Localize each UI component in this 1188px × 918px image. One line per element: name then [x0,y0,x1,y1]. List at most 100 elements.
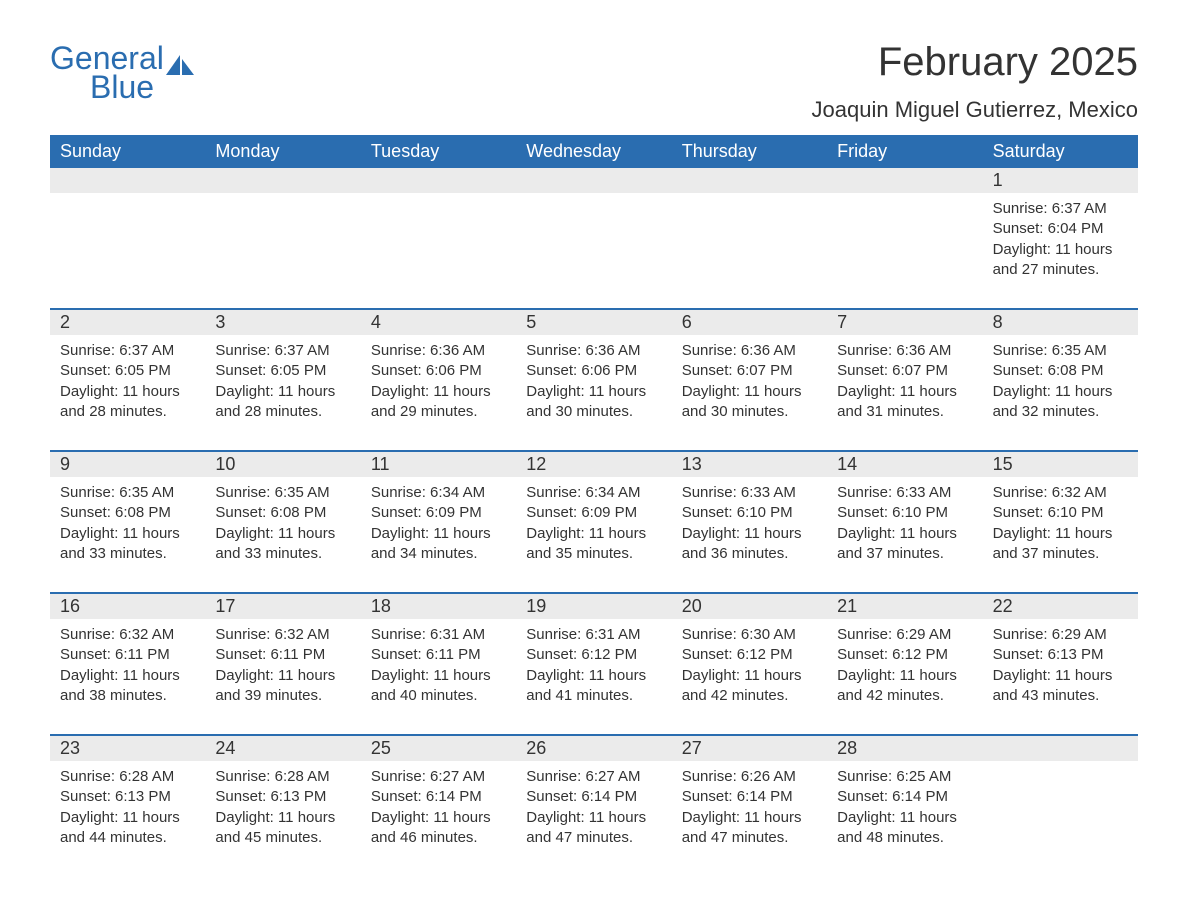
daylight-line-1: Daylight: 11 hours [993,524,1128,544]
sunset-line: Sunset: 6:11 PM [371,645,506,665]
daylight-line-1: Daylight: 11 hours [60,666,195,686]
sunset-line: Sunset: 6:04 PM [993,219,1128,239]
week-body: Sunrise: 6:32 AM Sunset: 6:11 PM Daylight:… [50,619,1138,734]
day-number-strip: 232425262728 [50,736,1138,761]
weekday-sun: Sunday [50,135,205,168]
day-cell [516,193,671,308]
daylight-line-2: and 46 minutes. [371,828,506,848]
sunset-line: Sunset: 6:14 PM [837,787,972,807]
day-number: 7 [827,310,982,335]
day-number: 24 [205,736,360,761]
sunrise-line: Sunrise: 6:36 AM [837,341,972,361]
sunset-line: Sunset: 6:08 PM [215,503,350,523]
day-number: 28 [827,736,982,761]
daylight-line-2: and 38 minutes. [60,686,195,706]
daylight-line-1: Daylight: 11 hours [837,808,972,828]
daylight-line-2: and 27 minutes. [993,260,1128,280]
day-cell: Sunrise: 6:27 AMSunset: 6:14 PMDaylight:… [516,761,671,876]
day-number: 1 [983,168,1138,193]
day-number: 25 [361,736,516,761]
sunset-line: Sunset: 6:10 PM [837,503,972,523]
sunrise-line: Sunrise: 6:28 AM [60,767,195,787]
day-number: 20 [672,594,827,619]
day-number: 5 [516,310,671,335]
daylight-line-2: and 35 minutes. [526,544,661,564]
sunrise-line: Sunrise: 6:36 AM [682,341,817,361]
day-number: 13 [672,452,827,477]
day-number [205,168,360,193]
sunset-line: Sunset: 6:07 PM [682,361,817,381]
daylight-line-1: Daylight: 11 hours [837,382,972,402]
day-number: 12 [516,452,671,477]
sunset-line: Sunset: 6:07 PM [837,361,972,381]
sunset-line: Sunset: 6:09 PM [526,503,661,523]
day-cell: Sunrise: 6:35 AMSunset: 6:08 PMDaylight:… [205,477,360,592]
week-body: Sunrise: 6:37 AMSunset: 6:04 PMDaylight:… [50,193,1138,308]
sunset-line: Sunset: 6:10 PM [993,503,1128,523]
daylight-line-1: Daylight: 11 hours [526,666,661,686]
day-cell: Sunrise: 6:29 AMSunset: 6:13 PMDaylight:… [983,619,1138,734]
day-number [361,168,516,193]
sunset-line: Sunset: 6:08 PM [993,361,1128,381]
sunrise-line: Sunrise: 6:36 AM [371,341,506,361]
daylight-line-1: Daylight: 11 hours [682,808,817,828]
daylight-line-2: and 34 minutes. [371,544,506,564]
sunset-line: Sunset: 6:12 PM [682,645,817,665]
day-cell: Sunrise: 6:28 AMSunset: 6:13 PMDaylight:… [50,761,205,876]
day-cell: Sunrise: 6:30 AMSunset: 6:12 PMDaylight:… [672,619,827,734]
daylight-line-1: Daylight: 11 hours [215,382,350,402]
day-cell: Sunrise: 6:33 AMSunset: 6:10 PMDaylight:… [827,477,982,592]
daylight-line-2: and 31 minutes. [837,402,972,422]
calendar: Sunday Monday Tuesday Wednesday Thursday… [50,135,1138,876]
week-body: Sunrise: 6:28 AMSunset: 6:13 PMDaylight:… [50,761,1138,876]
daylight-line-2: and 39 minutes. [215,686,350,706]
day-number: 21 [827,594,982,619]
week-body: Sunrise: 6:37 AMSunset: 6:05 PMDaylight:… [50,335,1138,450]
sunset-line: Sunset: 6:06 PM [526,361,661,381]
daylight-line-2: and 47 minutes. [682,828,817,848]
day-cell: Sunrise: 6:36 AMSunset: 6:06 PMDaylight:… [516,335,671,450]
daylight-line-2: and 30 minutes. [526,402,661,422]
daylight-line-1: Daylight: 11 hours [60,808,195,828]
sunrise-line: Sunrise: 6:27 AM [526,767,661,787]
sunrise-line: Sunrise: 6:35 AM [215,483,350,503]
sunrise-line: Sunrise: 6:31 AM [371,625,506,645]
logo: General Blue [50,40,196,106]
title-block: February 2025 Joaquin Miguel Gutierrez, … [812,40,1138,123]
sunrise-line: Sunrise: 6:36 AM [526,341,661,361]
sunrise-line: Sunrise: 6:29 AM [993,625,1128,645]
daylight-line-2: and 47 minutes. [526,828,661,848]
day-number: 15 [983,452,1138,477]
sunrise-line: Sunrise: 6:32 AM [60,625,195,645]
sunrise-line: Sunrise: 6:34 AM [371,483,506,503]
day-cell: Sunrise: 6:36 AMSunset: 6:07 PMDaylight:… [827,335,982,450]
daylight-line-2: and 30 minutes. [682,402,817,422]
day-number: 4 [361,310,516,335]
weekday-thu: Thursday [672,135,827,168]
daylight-line-2: and 43 minutes. [993,686,1128,706]
logo-sail-icon [166,53,196,77]
daylight-line-2: and 28 minutes. [60,402,195,422]
sunrise-line: Sunrise: 6:29 AM [837,625,972,645]
day-number: 10 [205,452,360,477]
day-number: 11 [361,452,516,477]
day-number: 27 [672,736,827,761]
day-cell: Sunrise: 6:34 AMSunset: 6:09 PMDaylight:… [516,477,671,592]
day-cell [827,193,982,308]
sunset-line: Sunset: 6:13 PM [60,787,195,807]
daylight-line-2: and 32 minutes. [993,402,1128,422]
weekday-wed: Wednesday [516,135,671,168]
day-number: 19 [516,594,671,619]
daylight-line-1: Daylight: 11 hours [526,808,661,828]
daylight-line-2: and 42 minutes. [682,686,817,706]
day-cell [672,193,827,308]
day-number [516,168,671,193]
daylight-line-2: and 40 minutes. [371,686,506,706]
day-cell: Sunrise: 6:37 AMSunset: 6:04 PMDaylight:… [983,193,1138,308]
sunset-line: Sunset: 6:05 PM [215,361,350,381]
daylight-line-2: and 33 minutes. [60,544,195,564]
day-cell: Sunrise: 6:36 AMSunset: 6:07 PMDaylight:… [672,335,827,450]
day-number: 9 [50,452,205,477]
header: General Blue February 2025 Joaquin Migue… [50,40,1138,123]
day-cell [50,193,205,308]
